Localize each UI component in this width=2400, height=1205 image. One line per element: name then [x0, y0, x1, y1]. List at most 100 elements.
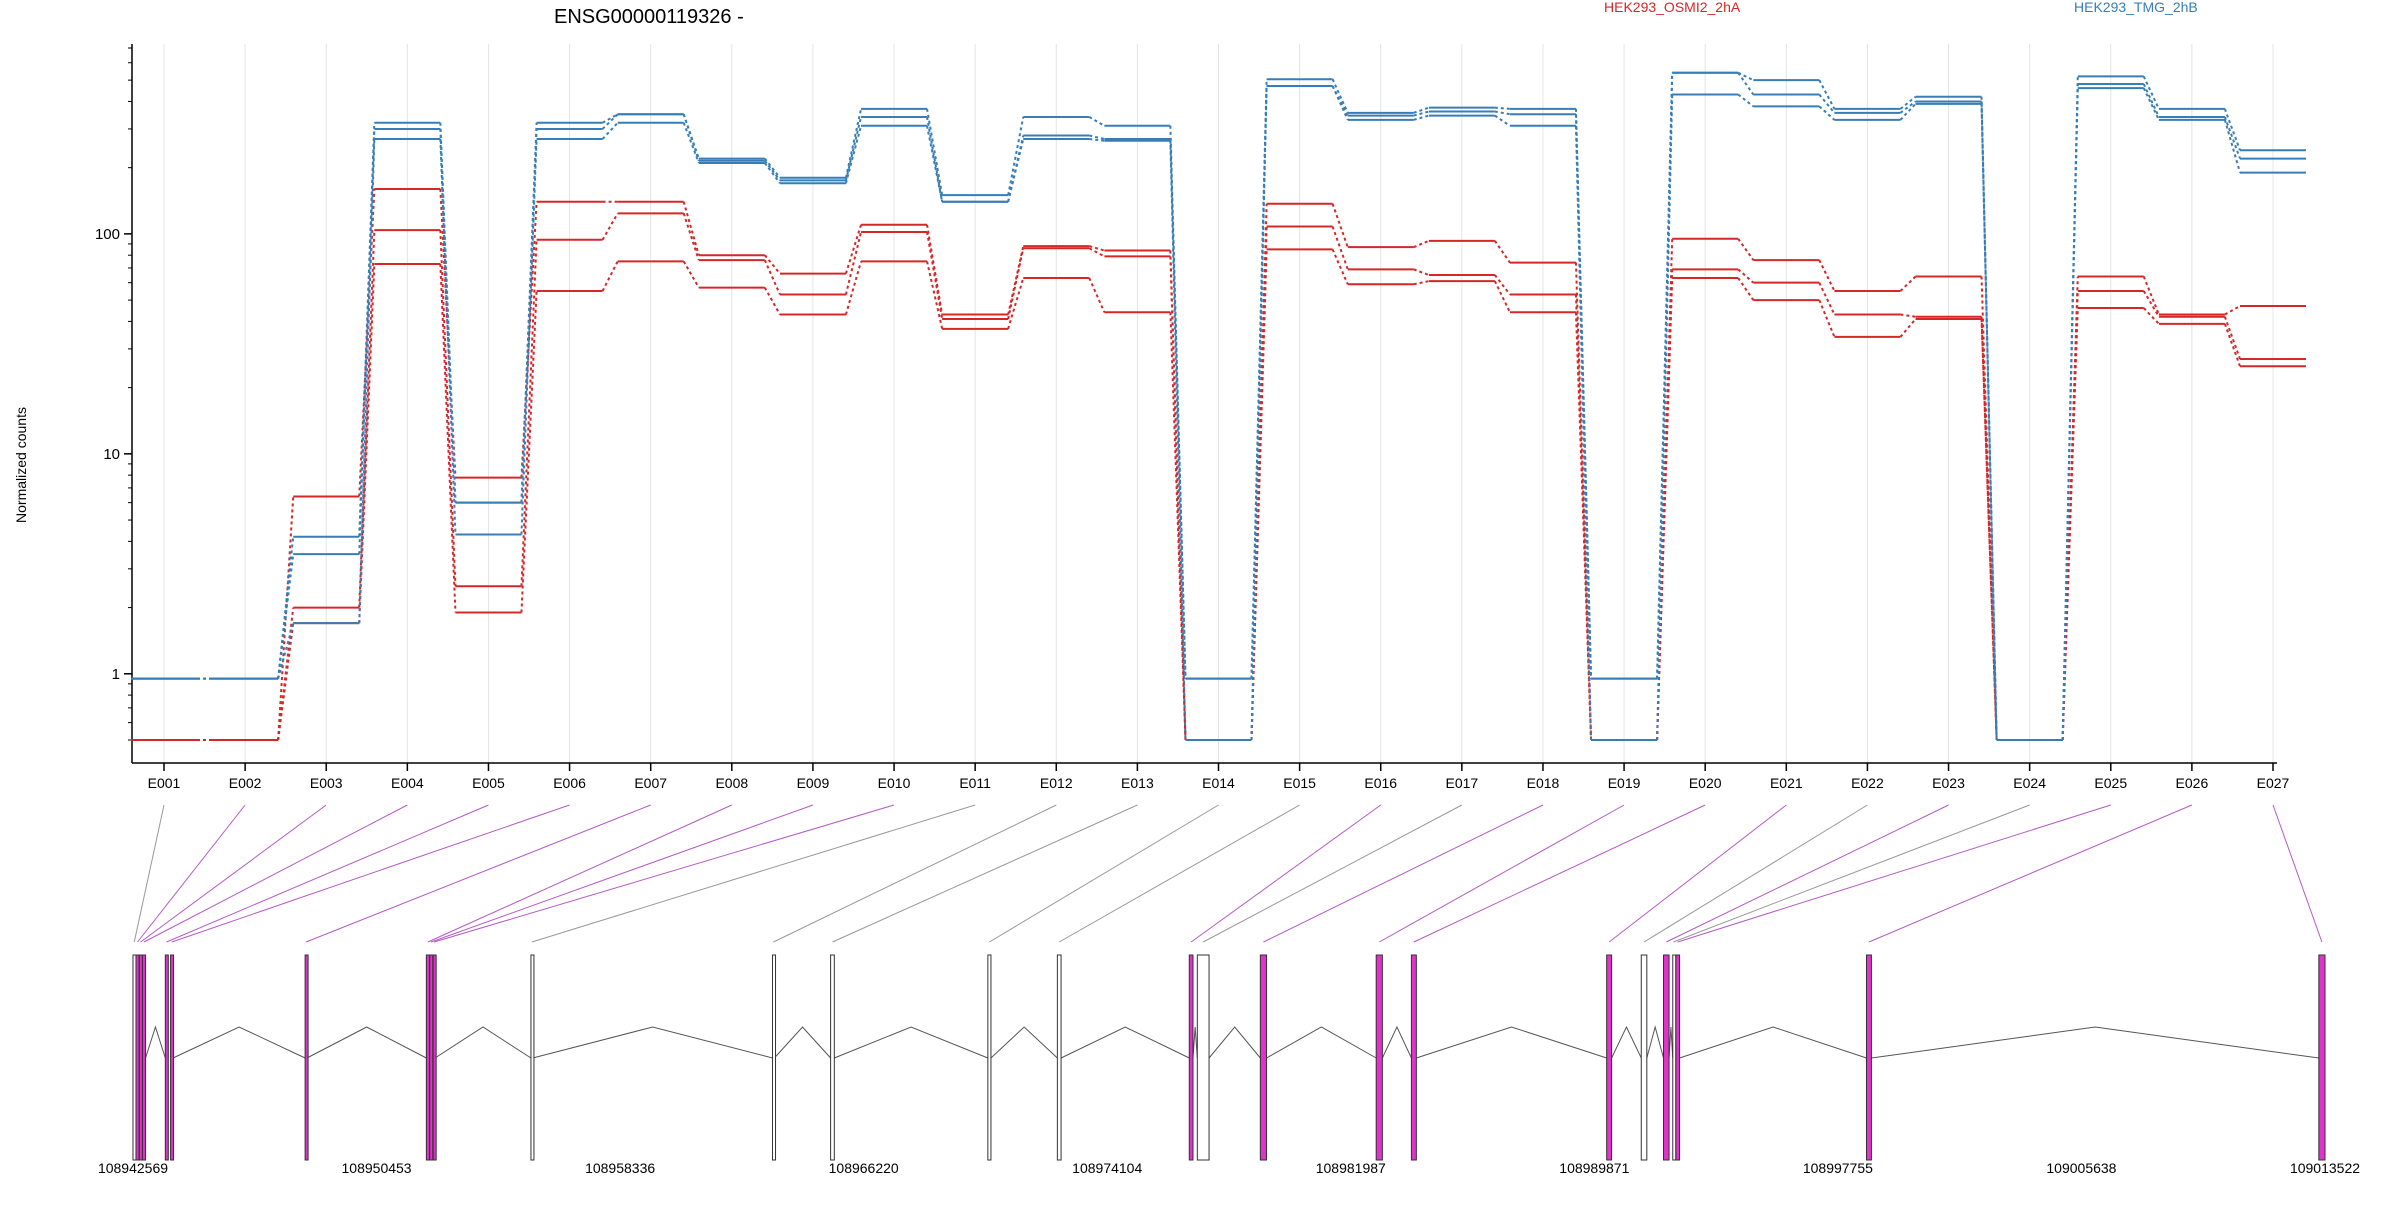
exon-box [425, 954, 430, 1161]
exon-connector [1868, 804, 2193, 943]
exon-connector [1608, 804, 1787, 943]
intron-line [1668, 1026, 1674, 1059]
x-tick-label: E027 [2257, 775, 2290, 791]
exon-connector [166, 804, 489, 943]
series-transition [764, 157, 781, 179]
series-transition [358, 138, 376, 624]
exon-connector [137, 804, 246, 943]
series-transition [1980, 103, 1998, 741]
series-transition [1656, 94, 1674, 741]
y-tick-label: 1 [112, 666, 120, 683]
exon-box [1259, 954, 1268, 1161]
exon-connector [1413, 804, 1706, 943]
genomic-coordinate-label: 108974104 [1072, 1160, 1142, 1176]
series-transition [1413, 110, 1430, 117]
genomic-coordinate-label: 108966220 [829, 1160, 899, 1176]
series-transition [1331, 226, 1349, 270]
x-tick-label: E005 [472, 775, 505, 791]
x-tick-label: E019 [1608, 775, 1641, 791]
series-transition [1818, 105, 1836, 121]
series-transition [764, 162, 781, 184]
series-transition [844, 224, 862, 274]
x-tick-label: E001 [148, 775, 181, 791]
series-transition [1818, 93, 1836, 114]
series-transition [1088, 116, 1105, 127]
y-tick-label: 100 [95, 226, 120, 243]
series-transition [1089, 134, 1105, 140]
gridlines [163, 44, 2274, 763]
exon-box [138, 954, 143, 1161]
series-transition [2224, 305, 2241, 316]
series-transition [520, 239, 538, 587]
exon-connector [1677, 804, 2111, 943]
exon-connector [140, 804, 327, 943]
series-transition [1007, 248, 1025, 320]
genomic-coordinate-label: 108950453 [342, 1160, 412, 1176]
x-tick-label: E014 [1202, 775, 1235, 791]
series-transition [682, 201, 700, 256]
series-transition [763, 287, 781, 315]
series-transition [1007, 116, 1025, 196]
x-tick-label: E008 [715, 775, 748, 791]
series-transition [1574, 125, 1593, 741]
series-transition [844, 231, 863, 295]
series-transition [601, 260, 619, 292]
series-transition [601, 212, 619, 241]
x-tick-label: E023 [1932, 775, 1965, 791]
series-transition [1900, 313, 1916, 318]
exon-connector [1673, 804, 2030, 943]
series-transition [764, 254, 781, 275]
exon-connector [531, 804, 976, 943]
exon-box [530, 954, 535, 1161]
x-tick-label: E012 [1040, 775, 1073, 791]
series-transition [439, 230, 457, 587]
exon-connector [2272, 804, 2323, 943]
x-tick-label: E011 [959, 775, 991, 791]
series-transition [1088, 277, 1106, 313]
series-transition [1737, 71, 1754, 82]
genomic-coordinate-label: 108942569 [98, 1160, 168, 1176]
x-tick-label: E002 [229, 775, 262, 791]
series-transition [1980, 319, 1998, 741]
series-transition [1250, 226, 1268, 741]
series-transition [1737, 277, 1755, 301]
series-transition [1007, 277, 1025, 330]
intron-line [1871, 1026, 2319, 1059]
exon-connector [832, 804, 1138, 943]
legend-entry-osmi2: HEK293_OSMI2_2hA [1604, 0, 1741, 15]
series-transition [2223, 316, 2241, 360]
series-transition [277, 553, 295, 679]
series-transition [1413, 239, 1430, 249]
x-tick-label: E021 [1770, 775, 1803, 791]
series-transition [439, 263, 457, 613]
x-tick-label: E020 [1689, 775, 1722, 791]
intron-line [1192, 1026, 1198, 1059]
series-transition [1413, 268, 1430, 276]
series-transition [1494, 110, 1511, 116]
series-transition [1331, 249, 1349, 285]
exon-box [1375, 954, 1383, 1161]
exon-connector [1379, 804, 1625, 943]
exon-box [1675, 954, 1681, 1161]
series-transition [1169, 140, 1187, 741]
series-transition [1088, 245, 1105, 252]
intron-line [306, 1026, 427, 1059]
intron-line [532, 1026, 773, 1059]
exon-box [1640, 954, 1648, 1161]
exon-connector [1058, 804, 1300, 943]
exon-box [170, 954, 175, 1161]
series-transition [926, 116, 944, 202]
series-transition [2142, 83, 2160, 118]
series-transition [1331, 85, 1349, 121]
x-tick-label: E024 [2013, 775, 2046, 791]
series-transition [1899, 275, 1917, 292]
x-tick-label: E006 [553, 775, 586, 791]
intron-line [774, 1026, 831, 1059]
x-tick-label: E004 [391, 775, 424, 791]
intron-line [1381, 1025, 1412, 1059]
x-tick-label: E025 [2094, 775, 2127, 791]
exon-box [1056, 954, 1062, 1161]
exon-connector [1190, 804, 1382, 943]
intron-line [1611, 1025, 1642, 1059]
series-transition [1737, 72, 1755, 96]
